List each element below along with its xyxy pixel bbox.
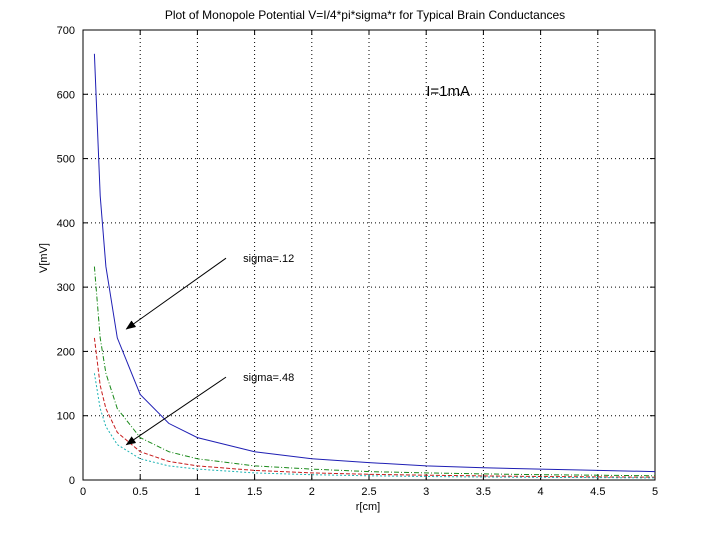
annotation-sigma-12: sigma=.12 bbox=[243, 253, 294, 265]
x-tick-label: 2.5 bbox=[361, 486, 376, 498]
x-tick-label: 0.5 bbox=[133, 486, 148, 498]
y-axis-label: V[mV] bbox=[38, 243, 50, 273]
x-axis-label: r[cm] bbox=[356, 501, 380, 513]
x-tick-label: 4 bbox=[538, 486, 544, 498]
x-tick-label: 2 bbox=[309, 486, 315, 498]
x-tick-label: 4.5 bbox=[590, 486, 605, 498]
x-tick-label: 1.5 bbox=[247, 486, 262, 498]
y-tick-label: 600 bbox=[57, 89, 75, 101]
annotations: sigma=.12 sigma=.48 I=1mA bbox=[125, 83, 470, 446]
axis-ticks: 0 0.5 1 1.5 2 2.5 3 3.5 4 4.5 5 0 100 200 300 400 500 600… bbox=[57, 25, 658, 498]
series-line-2 bbox=[93, 266, 656, 477]
arrow-sigma-12 bbox=[125, 257, 227, 330]
x-tick-label: 3 bbox=[423, 486, 429, 498]
y-tick-label: 0 bbox=[69, 475, 75, 487]
x-tick-label: 1 bbox=[194, 486, 200, 498]
x-tick-label: 0 bbox=[80, 486, 86, 498]
arrow-sigma-48 bbox=[125, 376, 227, 446]
grid bbox=[83, 30, 655, 480]
x-tick-label: 5 bbox=[652, 486, 658, 498]
annotation-current: I=1mA bbox=[426, 83, 470, 100]
series-lines bbox=[93, 53, 656, 479]
y-tick-label: 100 bbox=[57, 411, 75, 423]
annotation-sigma-48: sigma=.48 bbox=[243, 372, 294, 384]
series-line-3 bbox=[93, 337, 656, 478]
y-tick-label: 300 bbox=[57, 282, 75, 294]
y-tick-label: 700 bbox=[57, 25, 75, 37]
y-tick-label: 200 bbox=[57, 346, 75, 358]
y-tick-label: 400 bbox=[57, 218, 75, 230]
x-tick-label: 3.5 bbox=[476, 486, 491, 498]
y-tick-label: 500 bbox=[57, 154, 75, 166]
chart-title: Plot of Monopole Potential V=I/4*pi*sigm… bbox=[165, 8, 565, 22]
series-line-4 bbox=[93, 373, 656, 479]
series-line-1 bbox=[93, 53, 656, 473]
